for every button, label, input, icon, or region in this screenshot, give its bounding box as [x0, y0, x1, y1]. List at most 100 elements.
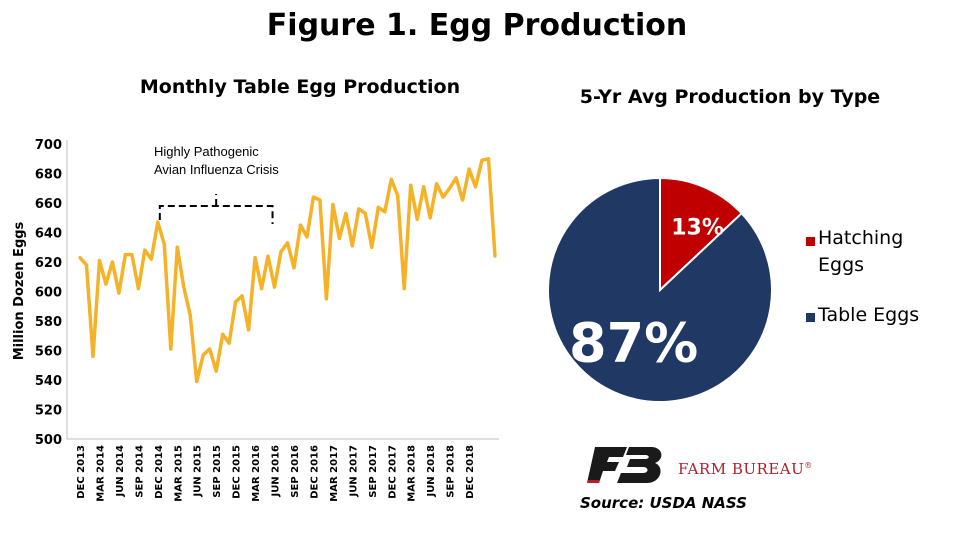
data-point: [350, 244, 354, 248]
legend-label-hatching-line-2: Eggs: [818, 254, 865, 276]
data-point: [448, 186, 452, 190]
data-point: [227, 341, 231, 345]
data-point: [460, 198, 465, 202]
x-tick-label: MAR 2015: [173, 445, 184, 502]
brand-reg-mark: ®: [804, 461, 813, 470]
data-point: [486, 157, 491, 161]
x-tick-label: JUN 2014: [115, 445, 126, 498]
legend-item-hatching: Hatching Eggs: [818, 225, 903, 279]
x-tick-label: SEP 2016: [290, 445, 301, 498]
data-point: [331, 202, 335, 207]
y-axis: 500 520 540 560 580 600 620 640 660 680 700: [35, 138, 68, 448]
data-point: [363, 211, 367, 215]
line-chart-title: Monthly Table Egg Production: [139, 76, 461, 98]
source-note: Source: USDA NASS: [580, 494, 747, 512]
data-point: [156, 220, 160, 224]
x-tick-label: MAR 2017: [329, 445, 340, 502]
pie-chart: 13% 87%: [547, 176, 773, 403]
y-tick-label: 500: [35, 433, 62, 448]
data-point: [78, 255, 82, 260]
y-tick-label: 680: [35, 168, 62, 183]
data-point: [110, 260, 115, 264]
data-point: [162, 242, 166, 246]
x-tick-label: DEC 2014: [154, 445, 165, 499]
y-tick-label: 580: [35, 315, 62, 330]
series-line: [78, 157, 497, 384]
data-point: [389, 177, 393, 181]
legend-swatch-table: [806, 313, 815, 322]
y-tick-label: 540: [35, 374, 62, 389]
x-tick-label: SEP 2015: [212, 445, 223, 498]
annotation-bracket: [158, 193, 274, 224]
data-point: [396, 194, 400, 198]
data-point: [370, 245, 374, 249]
data-point: [337, 236, 341, 240]
data-point: [279, 250, 283, 254]
data-point: [493, 254, 497, 258]
x-tick-label: MAR 2018: [407, 445, 418, 502]
x-tick-label: SEP 2018: [446, 445, 457, 498]
x-tick-label: DEC 2016: [309, 445, 320, 499]
data-point: [169, 347, 173, 351]
data-point: [422, 185, 426, 189]
data-point: [344, 211, 348, 215]
x-tick-label: DEC 2017: [387, 445, 398, 499]
data-point: [428, 216, 432, 220]
legend-label-table: Table Eggs: [818, 304, 920, 326]
y-tick-label: 520: [35, 404, 62, 419]
y-tick-label: 640: [35, 227, 62, 242]
legend-label-hatching-line-1: Hatching: [818, 227, 904, 249]
data-point: [292, 266, 296, 270]
x-tick-label: JUN 2017: [348, 445, 359, 498]
legend-swatch-hatching: [806, 237, 815, 246]
data-point: [182, 285, 186, 289]
data-point: [201, 353, 205, 357]
data-point: [324, 297, 329, 301]
y-tick-label: 660: [35, 197, 62, 212]
data-point: [305, 235, 309, 239]
figure-title: Figure 1. Egg Production: [266, 8, 688, 43]
data-point: [246, 328, 251, 332]
brand-name-text: FARM BUREAU: [678, 460, 805, 478]
data-point: [240, 294, 244, 298]
data-point: [84, 263, 89, 267]
data-point: [311, 195, 316, 199]
x-tick-label: JUN 2015: [193, 445, 204, 498]
x-tick-label: JUN 2018: [426, 445, 437, 498]
data-point: [266, 254, 270, 258]
x-axis: DEC 2013 MAR 2014 JUN 2014 SEP 2014 DEC 2014…: [67, 438, 499, 502]
data-point: [272, 285, 277, 289]
data-point: [149, 257, 153, 261]
data-point: [441, 195, 445, 199]
data-point: [221, 332, 225, 336]
legend-item-table: Table Eggs: [818, 302, 919, 329]
y-tick-label: 620: [35, 256, 62, 271]
data-point: [253, 255, 257, 260]
x-tick-label: DEC 2018: [465, 445, 476, 499]
x-tick-label: SEP 2014: [134, 445, 145, 498]
data-point: [136, 286, 140, 291]
data-point: [208, 347, 212, 351]
x-tick-label: JUN 2016: [271, 445, 282, 498]
data-point: [175, 245, 179, 249]
y-tick-label: 700: [35, 138, 62, 153]
x-tick-label: MAR 2016: [251, 445, 262, 502]
line-chart: 500 520 540 560 580 600 620 640 660 680 700 DEC 20…: [12, 138, 499, 502]
annotation-line-2: Avian Influenza Crisis: [154, 162, 279, 177]
data-point: [91, 354, 95, 358]
x-tick-label: MAR 2014: [95, 445, 106, 502]
annotation: Highly Pathogenic Avian Influenza Crisis: [154, 144, 279, 224]
data-point: [195, 379, 199, 384]
brand-name: FARM BUREAU®: [678, 460, 813, 478]
data-point: [117, 291, 121, 295]
data-point: [143, 248, 147, 252]
pie-slice-table: [547, 176, 773, 403]
y-axis-label: Million Dozen Eggs: [12, 221, 27, 360]
data-point: [415, 217, 419, 221]
farm-bureau-logo-icon: [587, 447, 662, 483]
data-point: [123, 253, 127, 257]
data-point: [298, 223, 303, 227]
x-tick-label: DEC 2015: [232, 445, 243, 499]
pie-chart-title: 5-Yr Avg Production by Type: [579, 86, 881, 108]
data-point: [383, 210, 387, 214]
